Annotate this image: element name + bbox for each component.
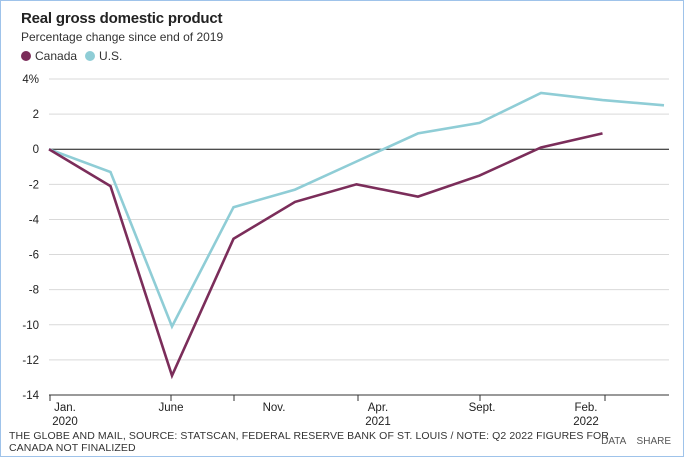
line-chart: 4% 2 0 -2 -4 -6 -8 -10 -12 -14 Jan. 2020 June Nov. Apr… — [22, 74, 669, 428]
legend-label-us: U.S. — [99, 49, 123, 63]
series-line-us — [48, 91, 665, 330]
legend: Canada U.S. — [21, 49, 130, 63]
chart-actions: DATA SHARE — [593, 436, 671, 447]
x-tick-label: Nov. — [263, 402, 286, 414]
y-tick-label: -6 — [29, 250, 39, 262]
legend-swatch-canada — [21, 51, 31, 61]
x-tick-label: June — [159, 402, 184, 414]
x-tick-label: Feb. — [574, 402, 597, 414]
y-tick-label: -8 — [29, 285, 39, 297]
y-tick-label: -10 — [22, 320, 39, 332]
x-tick-label: Apr. — [368, 402, 388, 414]
x-tick-year: 2021 — [365, 416, 391, 428]
y-tick-label: 0 — [33, 144, 39, 156]
chart-title: Real gross domestic product — [21, 10, 223, 27]
legend-item-canada: Canada — [21, 49, 77, 63]
series-line-canada — [48, 132, 603, 380]
y-tick-label: 2 — [33, 109, 39, 121]
y-tick-label: -4 — [29, 214, 40, 226]
x-tick-year: 2020 — [52, 416, 78, 428]
y-tick-label: -12 — [22, 355, 39, 367]
x-tick-year: 2022 — [573, 416, 599, 428]
chart-subtitle: Percentage change since end of 2019 — [21, 30, 224, 44]
x-tick-label: Sept. — [469, 402, 496, 414]
y-tick-label: -2 — [29, 179, 39, 191]
share-link[interactable]: SHARE — [636, 436, 671, 447]
source-note: THE GLOBE AND MAIL, SOURCE: STATSCAN, FE… — [9, 430, 609, 454]
y-tick-label: -14 — [22, 390, 39, 402]
legend-swatch-us — [85, 51, 96, 61]
y-tick-label: 4% — [22, 74, 39, 86]
x-tick-label: Jan. — [54, 402, 76, 414]
legend-item-us: U.S. — [85, 49, 122, 63]
data-link[interactable]: DATA — [601, 436, 626, 447]
legend-label-canada: Canada — [35, 49, 78, 63]
